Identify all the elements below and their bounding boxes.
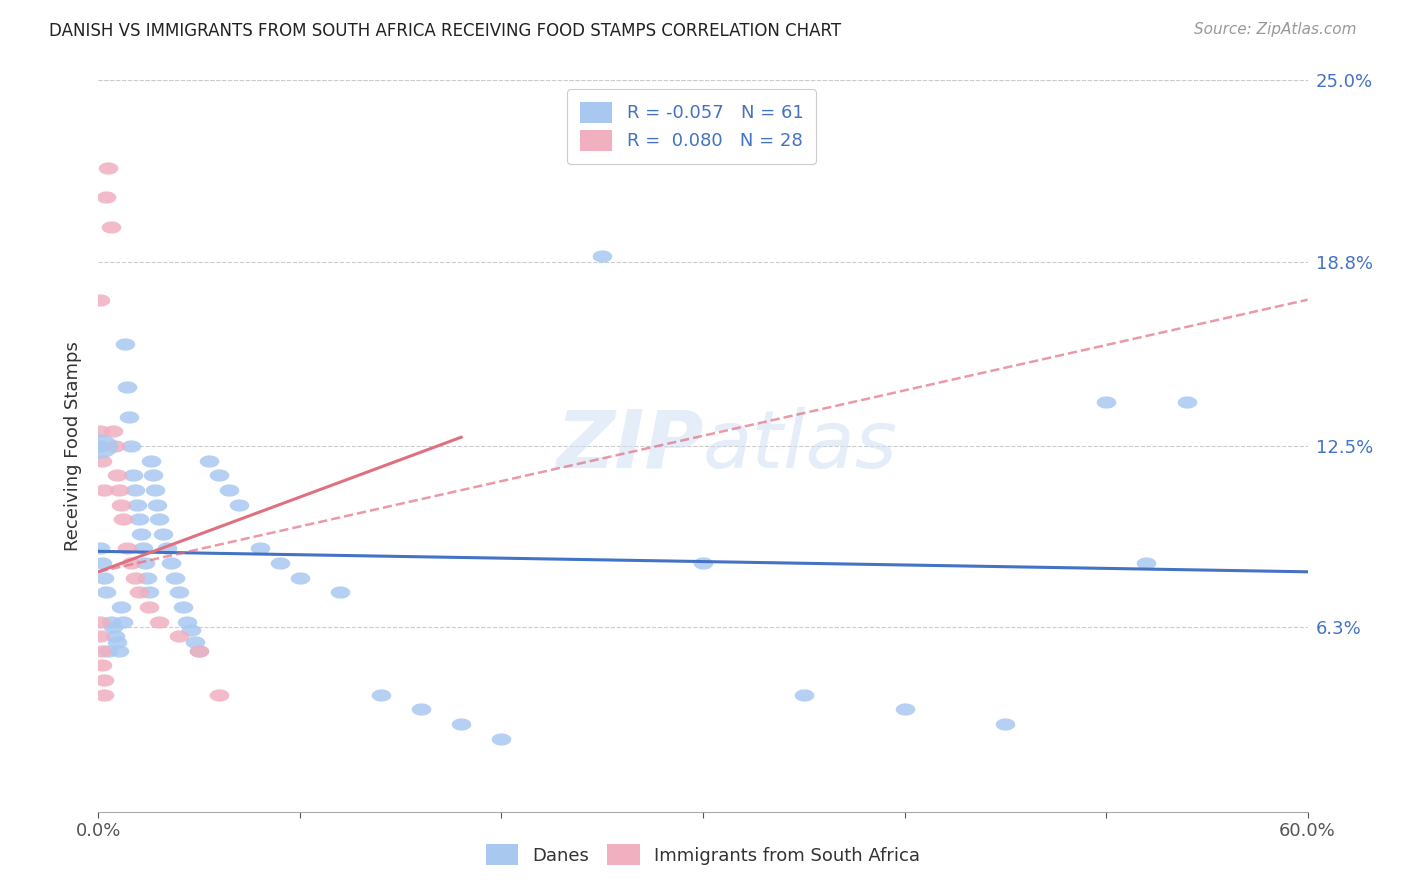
Point <box>125 498 148 512</box>
Point <box>156 541 179 556</box>
Point <box>103 439 125 453</box>
Point <box>188 644 211 658</box>
Point <box>146 498 169 512</box>
Text: atlas: atlas <box>703 407 898 485</box>
Point <box>89 629 111 643</box>
Point <box>124 571 146 585</box>
Point <box>1175 395 1198 409</box>
Point <box>91 556 114 570</box>
Point <box>111 615 134 629</box>
Point <box>100 615 122 629</box>
Point <box>118 409 141 424</box>
Point <box>96 585 118 599</box>
Point <box>1095 395 1118 409</box>
Point <box>103 629 125 643</box>
Point <box>107 483 129 497</box>
Point <box>188 644 211 658</box>
Point <box>128 512 150 526</box>
Point <box>172 599 194 614</box>
Point <box>93 688 115 702</box>
Point <box>148 512 170 526</box>
Point <box>89 293 111 307</box>
Point <box>96 190 118 204</box>
Point <box>101 620 124 634</box>
Point <box>208 468 231 483</box>
Point <box>89 439 111 453</box>
Point <box>91 453 114 467</box>
Text: DANISH VS IMMIGRANTS FROM SOUTH AFRICA RECEIVING FOOD STAMPS CORRELATION CHART: DANISH VS IMMIGRANTS FROM SOUTH AFRICA R… <box>49 22 841 40</box>
Point <box>249 541 271 556</box>
Point <box>93 571 115 585</box>
Point <box>101 425 124 439</box>
Point <box>228 498 250 512</box>
Point <box>114 336 136 351</box>
Point <box>148 615 170 629</box>
Text: Source: ZipAtlas.com: Source: ZipAtlas.com <box>1194 22 1357 37</box>
Point <box>115 541 138 556</box>
Point <box>167 585 190 599</box>
Point <box>87 439 110 453</box>
Point <box>138 599 160 614</box>
Point <box>89 425 111 439</box>
Point <box>591 249 613 263</box>
Point <box>793 688 815 702</box>
Point <box>198 453 221 467</box>
Point <box>110 599 132 614</box>
Point <box>692 556 714 570</box>
Point <box>91 658 114 673</box>
Point <box>100 219 122 234</box>
Point <box>134 556 156 570</box>
Point <box>91 644 114 658</box>
Point <box>163 571 186 585</box>
Point <box>97 161 120 175</box>
Y-axis label: Receiving Food Stamps: Receiving Food Stamps <box>63 341 82 551</box>
Point <box>121 468 143 483</box>
Point <box>139 453 162 467</box>
Point <box>89 615 111 629</box>
Point <box>135 571 157 585</box>
Legend: Danes, Immigrants from South Africa: Danes, Immigrants from South Africa <box>478 837 928 872</box>
Point <box>89 541 111 556</box>
Point <box>93 673 115 687</box>
Point <box>115 380 138 394</box>
Point <box>180 624 202 638</box>
Point <box>160 556 183 570</box>
Point <box>128 585 150 599</box>
Point <box>143 483 166 497</box>
Point <box>105 468 128 483</box>
Point <box>1135 556 1157 570</box>
Point <box>120 556 142 570</box>
Point <box>105 635 128 649</box>
Point <box>176 615 198 629</box>
Point <box>120 439 142 453</box>
Point <box>110 498 132 512</box>
Point <box>218 483 240 497</box>
Point <box>370 688 392 702</box>
Point <box>138 585 160 599</box>
Point <box>994 717 1017 731</box>
Point <box>893 702 915 716</box>
Point <box>97 644 120 658</box>
Text: ZIP: ZIP <box>555 407 703 485</box>
Point <box>132 541 155 556</box>
Point <box>450 717 472 731</box>
Point <box>288 571 311 585</box>
Point <box>93 483 115 497</box>
Point <box>107 644 129 658</box>
Point <box>129 526 152 541</box>
Point <box>208 688 231 702</box>
Point <box>111 512 134 526</box>
Point <box>269 556 291 570</box>
Point <box>124 483 146 497</box>
Point <box>167 629 190 643</box>
Point <box>142 468 165 483</box>
Point <box>491 731 513 746</box>
Point <box>152 526 174 541</box>
Point <box>184 635 207 649</box>
Point <box>409 702 432 716</box>
Point <box>329 585 352 599</box>
